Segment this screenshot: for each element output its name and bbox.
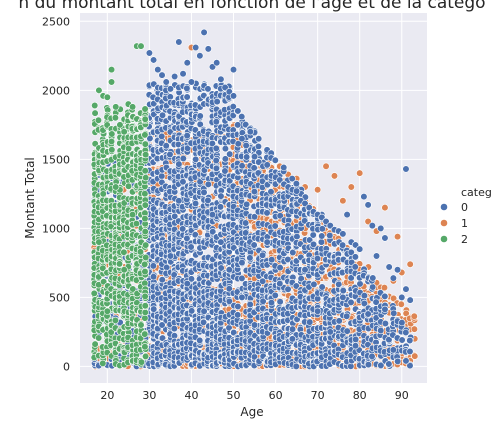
data-point-categ-0	[318, 232, 326, 240]
data-point-categ-0	[250, 241, 258, 249]
data-point-categ-0	[238, 259, 246, 267]
data-point-categ-0	[347, 298, 355, 306]
data-point-categ-0	[217, 192, 225, 200]
data-point-categ-0	[234, 302, 242, 311]
data-point-categ-0	[183, 131, 191, 140]
data-point-categ-0	[310, 280, 318, 288]
data-point-categ-0	[317, 238, 326, 246]
data-point-categ-0	[368, 352, 376, 360]
data-point-categ-0	[352, 335, 360, 344]
data-point-categ-0	[149, 262, 157, 270]
data-point-categ-0	[238, 113, 246, 121]
data-point-categ-1	[356, 169, 364, 177]
data-point-categ-0	[243, 200, 251, 208]
data-point-categ-0	[212, 118, 220, 126]
data-point-categ-0	[196, 336, 204, 345]
data-point-categ-0	[250, 187, 259, 196]
data-point-categ-0	[213, 98, 221, 106]
data-point-categ-0	[258, 251, 267, 259]
data-point-categ-1	[322, 162, 330, 170]
data-point-categ-0	[280, 163, 288, 172]
data-point-categ-0	[200, 188, 208, 197]
data-point-categ-0	[267, 188, 275, 196]
data-point-categ-0	[183, 93, 191, 101]
data-point-categ-0	[212, 144, 220, 153]
data-point-categ-0	[183, 84, 191, 93]
data-point-categ-0	[243, 153, 251, 161]
data-point-categ-0	[343, 327, 351, 335]
data-point-categ-0	[369, 274, 377, 282]
data-point-categ-0	[339, 287, 347, 295]
data-point-categ-0	[191, 199, 200, 208]
data-point-categ-0	[271, 222, 279, 230]
data-point-categ-1	[397, 300, 405, 308]
data-point-categ-0	[276, 264, 284, 272]
data-point-categ-0	[221, 144, 230, 153]
data-point-categ-0	[271, 291, 279, 300]
data-points	[90, 28, 419, 371]
data-point-categ-0	[292, 180, 300, 188]
data-point-categ-0	[212, 156, 220, 165]
data-point-categ-0	[221, 167, 229, 175]
data-point-categ-0	[254, 142, 263, 151]
data-point-categ-0	[187, 243, 195, 251]
data-point-categ-0	[263, 209, 271, 217]
data-point-categ-1	[393, 233, 402, 241]
data-point-categ-0	[238, 162, 246, 170]
data-point-categ-0	[255, 135, 263, 143]
data-point-categ-0	[158, 172, 166, 180]
data-point-categ-0	[338, 241, 347, 249]
data-point-categ-0	[196, 112, 204, 120]
data-point-categ-0	[276, 298, 284, 306]
data-point-categ-0	[271, 156, 279, 164]
data-point-categ-0	[267, 298, 276, 307]
data-point-categ-0	[356, 280, 364, 288]
data-point-categ-0	[360, 292, 368, 300]
data-point-categ-1	[347, 183, 355, 191]
data-point-categ-0	[369, 283, 377, 291]
data-point-categ-0	[175, 160, 183, 168]
data-point-categ-0	[306, 318, 314, 326]
data-point-categ-0	[318, 283, 326, 291]
data-point-categ-0	[268, 256, 276, 264]
data-point-categ-1	[339, 197, 347, 205]
data-point-categ-0	[234, 107, 242, 115]
data-point-categ-0	[309, 231, 317, 239]
data-point-categ-0	[149, 273, 158, 281]
data-point-categ-0	[216, 203, 225, 211]
data-point-categ-0	[292, 362, 300, 370]
data-point-categ-0	[246, 300, 254, 309]
data-point-categ-0	[326, 231, 334, 240]
data-point-categ-0	[179, 154, 187, 163]
data-point-categ-0	[234, 311, 242, 319]
data-point-categ-0	[293, 232, 301, 241]
data-point-categ-0	[158, 132, 166, 140]
data-point-categ-1	[410, 325, 418, 333]
data-point-categ-0	[212, 164, 220, 173]
data-point-categ-0	[343, 312, 351, 320]
data-point-categ-0	[364, 361, 373, 369]
data-point-categ-1	[410, 312, 418, 320]
data-point-categ-0	[170, 324, 178, 333]
data-point-categ-1	[314, 186, 322, 194]
data-point-categ-1	[381, 204, 389, 212]
data-point-categ-0	[288, 325, 297, 333]
data-point-categ-0	[351, 253, 359, 261]
data-point-categ-1	[330, 172, 339, 180]
data-point-categ-0	[284, 285, 292, 293]
data-point-categ-0	[242, 219, 250, 227]
data-point-categ-0	[246, 254, 254, 262]
data-point-categ-1	[406, 260, 414, 268]
data-point-categ-0	[204, 180, 212, 188]
data-point-categ-0	[351, 263, 359, 271]
data-point-categ-0	[226, 150, 234, 158]
